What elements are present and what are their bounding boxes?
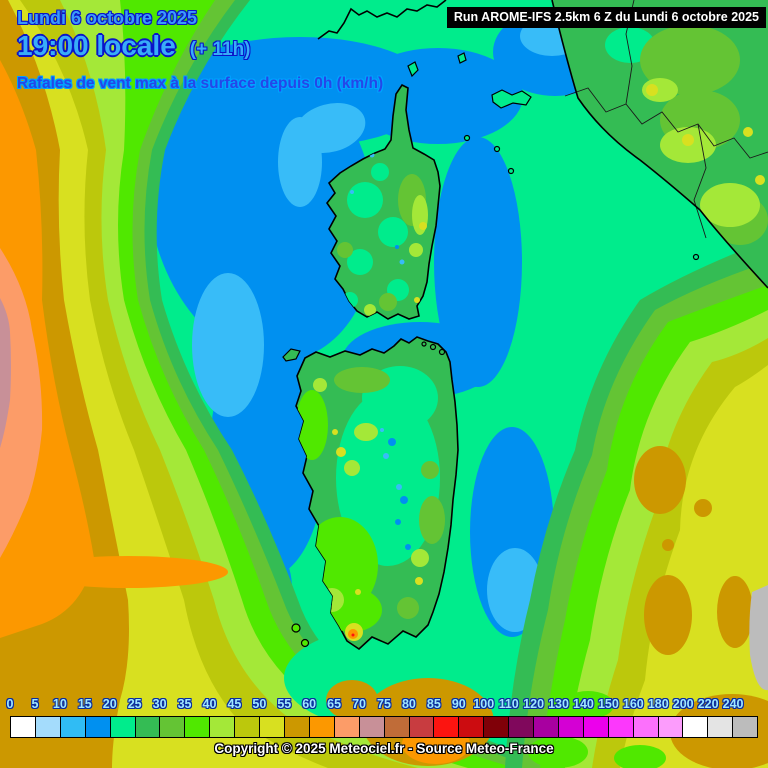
legend-tick: 20 — [102, 697, 117, 711]
legend-swatch — [384, 717, 410, 737]
legend-tick: 160 — [622, 697, 644, 711]
legend-tick: 25 — [127, 697, 142, 711]
legend-tick: 40 — [202, 697, 217, 711]
legend-tick: 5 — [31, 697, 39, 711]
legend-swatch — [235, 717, 261, 737]
time-label: 19:00 locale — [17, 30, 176, 61]
gorgona-island — [457, 52, 467, 64]
legend-tick: 110 — [498, 697, 519, 711]
admin-border-line — [564, 87, 768, 159]
wind-scale-legend: 0 5 10 15 20 25 30 35 40 45 50 55 60 65 70 75 80 85 90 100 1… — [6, 697, 758, 738]
legend-tick: 60 — [302, 697, 317, 711]
legend-tick: 150 — [597, 697, 619, 711]
legend-swatch — [334, 717, 360, 737]
legend-tick: 220 — [697, 697, 719, 711]
legend-tick: 50 — [252, 697, 267, 711]
legend-swatch — [359, 717, 385, 737]
legend-swatch — [583, 717, 609, 737]
legend-tick: 100 — [473, 697, 495, 711]
legend-tick: 35 — [177, 697, 192, 711]
legend-tick: 55 — [277, 697, 292, 711]
legend-tick: 80 — [401, 697, 416, 711]
legend-tick: 180 — [647, 697, 669, 711]
legend-tick: 65 — [327, 697, 342, 711]
legend-tick: 45 — [227, 697, 242, 711]
legend-swatch — [608, 717, 634, 737]
legend-swatch — [484, 717, 510, 737]
asinara-island — [282, 348, 301, 362]
legend-swatch — [160, 717, 186, 737]
copyright-notice: Copyright © 2025 Meteociel.fr - Source M… — [214, 741, 554, 756]
legend-swatch — [509, 717, 535, 737]
small-islands — [407, 52, 700, 261]
model-run-info: Run AROME-IFS 2.5km 6 Z du Lundi 6 octob… — [446, 7, 766, 28]
time-line: 19:00 locale (+ 11h) — [17, 30, 383, 62]
legend-tick: 90 — [451, 697, 466, 711]
legend-swatch — [85, 717, 111, 737]
legend-tick: 140 — [573, 697, 594, 711]
title-block: Lundi 6 octobre 2025 19:00 locale (+ 11h)… — [17, 8, 383, 93]
legend-tick: 130 — [548, 697, 569, 711]
corsica — [326, 83, 441, 320]
legend-tick: 10 — [52, 697, 67, 711]
italy-mainland — [551, 0, 768, 289]
legend-tick: 200 — [672, 697, 694, 711]
legend-tick: 85 — [426, 697, 441, 711]
forecast-offset-label: (+ 11h) — [189, 39, 251, 60]
legend-swatch — [683, 717, 709, 737]
legend-swatch — [733, 717, 758, 737]
legend-swatch — [558, 717, 584, 737]
capraia-island — [407, 61, 419, 78]
date-label: Lundi 6 octobre 2025 — [17, 8, 198, 28]
riviera-coastline — [317, 0, 447, 40]
legend-tick: 30 — [152, 697, 167, 711]
legend-swatch — [534, 717, 559, 737]
sardinia-islets — [282, 341, 446, 648]
legend-tick: 75 — [377, 697, 391, 711]
out-of-domain-gray — [749, 585, 768, 691]
legend-color-bar — [10, 716, 758, 738]
legend-swatch — [60, 717, 86, 737]
legend-swatch — [110, 717, 136, 737]
legend-swatch — [658, 717, 684, 737]
legend-swatch — [459, 717, 485, 737]
legend-tick: 70 — [352, 697, 367, 711]
legend-swatch — [309, 717, 335, 737]
field-speck — [426, 314, 434, 322]
legend-tick: 15 — [77, 697, 92, 711]
legend-swatch — [633, 717, 659, 737]
elba-island — [491, 89, 532, 109]
right-wind-bands — [505, 240, 768, 768]
legend-swatch — [284, 717, 310, 737]
legend-tick: 0 — [6, 697, 14, 711]
legend-tick: 240 — [722, 697, 744, 711]
legend-swatch — [409, 717, 435, 737]
map-parameter-subtitle: Rafales de vent max à la surface depuis … — [17, 75, 384, 92]
legend-swatch — [434, 717, 460, 737]
legend-swatch — [135, 717, 161, 737]
legend-swatch — [210, 717, 236, 737]
admin-border-line — [693, 123, 707, 239]
legend-swatch — [11, 717, 36, 737]
legend-swatch — [260, 717, 285, 737]
legend-tick-labels: 0 5 10 15 20 25 30 35 40 45 50 55 60 65 70 75 80 85 90 100 1… — [6, 697, 758, 713]
legend-swatch — [185, 717, 211, 737]
legend-swatch — [708, 717, 734, 737]
legend-swatch — [35, 717, 61, 737]
legend-tick: 120 — [523, 697, 545, 711]
left-wind-bands — [0, 0, 560, 768]
italy-coastline — [551, 0, 768, 289]
